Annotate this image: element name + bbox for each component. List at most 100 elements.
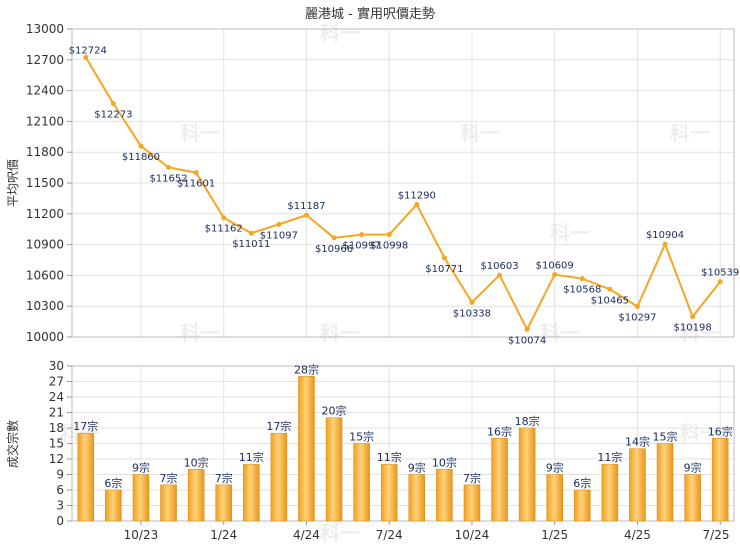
price-data-label: $11187 — [287, 201, 325, 212]
volume-bar-label: 15宗 — [653, 430, 678, 444]
volume-bar-label: 7宗 — [160, 471, 178, 485]
watermark-text: 科一 — [320, 21, 360, 45]
price-point — [359, 232, 365, 238]
price-point — [469, 299, 475, 305]
volume-bar — [298, 376, 315, 522]
price-data-label: $11290 — [398, 191, 436, 202]
bar-y-tick-label: 18 — [49, 421, 64, 435]
volume-bar-label: 6宗 — [104, 476, 122, 490]
watermark-text: 科一 — [680, 321, 720, 345]
price-point — [193, 170, 199, 176]
price-point — [497, 272, 503, 278]
price-data-label: $11652 — [149, 173, 187, 184]
volume-bar — [656, 443, 674, 522]
bar-y-axis-label: 成交宗數 — [5, 420, 20, 468]
volume-bar-label: 9宗 — [132, 461, 150, 475]
price-point — [524, 326, 530, 332]
price-data-label: $10997 — [343, 241, 381, 252]
volume-bar — [243, 463, 260, 522]
price-point — [414, 202, 420, 208]
price-data-label: $10338 — [453, 308, 491, 319]
price-point — [386, 232, 392, 238]
volume-bar-label: 9宗 — [546, 461, 564, 475]
price-point — [690, 314, 696, 320]
price-data-label: $10603 — [480, 261, 518, 272]
volume-bar — [574, 489, 591, 522]
bar-y-tick-label: 9 — [56, 468, 64, 482]
volume-bar — [711, 438, 729, 522]
price-data-label: $10966 — [315, 244, 353, 255]
price-point — [276, 221, 282, 227]
price-point — [248, 230, 254, 236]
volume-bar-label: 10宗 — [432, 455, 457, 469]
volume-bar — [270, 432, 288, 522]
line-y-tick-label: 11800 — [26, 145, 64, 159]
line-y-tick-label: 10300 — [26, 299, 64, 313]
price-data-label: $10198 — [674, 323, 712, 334]
volume-bar — [325, 417, 343, 522]
price-data-label: $10074 — [508, 335, 546, 346]
volume-bar — [408, 474, 426, 522]
price-point — [303, 212, 309, 218]
volume-bar — [518, 427, 536, 522]
volume-bar — [491, 438, 508, 522]
volume-bar-label: 10宗 — [184, 455, 209, 469]
watermark-text: 科一 — [320, 321, 360, 345]
line-y-tick-label: 11200 — [26, 207, 64, 221]
line-y-axis-label: 平均呎價 — [6, 159, 20, 207]
line-y-tick-label: 10600 — [26, 268, 64, 282]
volume-bar-label: 9宗 — [408, 461, 426, 475]
price-data-label: $10609 — [536, 260, 574, 271]
x-axis: 10/23 1/24 4/24 7/24 10/24 1/25 4/25 7/25 — [124, 521, 729, 542]
price-point — [441, 255, 447, 261]
volume-bar — [463, 484, 481, 522]
volume-bar-label: 11宗 — [239, 450, 264, 464]
volume-bar-label: 9宗 — [684, 461, 702, 475]
bar-y-tick-label: 21 — [49, 406, 64, 420]
volume-bar-label: 11宗 — [377, 450, 402, 464]
price-data-label: $12273 — [94, 110, 132, 121]
price-point — [221, 215, 227, 221]
watermark-text: 科一 — [460, 121, 500, 145]
volume-bar-label: 16宗 — [708, 424, 733, 438]
volume-bar-label: 7宗 — [463, 471, 481, 485]
watermark-text: 科一 — [180, 321, 220, 345]
x-tick-label: 4/24 — [293, 528, 320, 542]
line-y-tick-label: 10900 — [26, 238, 64, 252]
volume-bar-label: 6宗 — [573, 476, 591, 490]
volume-bar-label: 17宗 — [73, 419, 98, 433]
price-point — [579, 276, 585, 282]
price-point — [331, 235, 337, 241]
volume-bar-label: 17宗 — [266, 419, 291, 433]
x-tick-label: 10/23 — [124, 528, 159, 542]
volume-bar — [215, 484, 232, 522]
price-data-label: $10568 — [563, 285, 601, 296]
price-line-series — [83, 54, 723, 332]
x-tick-label: 4/25 — [624, 528, 651, 542]
line-y-tick-label: 13000 — [26, 22, 64, 36]
volume-bar — [436, 469, 453, 522]
x-tick-label: 1/24 — [210, 528, 237, 542]
volume-bar — [629, 448, 646, 522]
price-point — [552, 271, 558, 277]
watermark-text: 科一 — [540, 321, 580, 345]
price-data-label: $11162 — [205, 224, 243, 235]
price-point — [110, 101, 116, 107]
watermark-text: 科一 — [550, 221, 590, 245]
price-data-label: $10465 — [591, 295, 629, 306]
price-data-label: $10539 — [701, 268, 739, 279]
volume-bar — [353, 443, 370, 522]
volume-bar — [187, 469, 205, 522]
bar-y-tick-label: 30 — [49, 359, 64, 373]
bar-y-tick-label: 15 — [49, 437, 64, 451]
price-point — [634, 304, 640, 310]
watermark-text: 科一 — [320, 521, 360, 545]
watermark-text: 科一 — [180, 121, 220, 145]
line-y-tick-label: 12400 — [26, 84, 64, 98]
price-line — [84, 56, 721, 331]
line-y-axis: 10000 10300 10600 10900 11200 11500 11800 12100… — [26, 22, 72, 344]
price-point — [607, 286, 613, 292]
price-point — [83, 54, 89, 60]
